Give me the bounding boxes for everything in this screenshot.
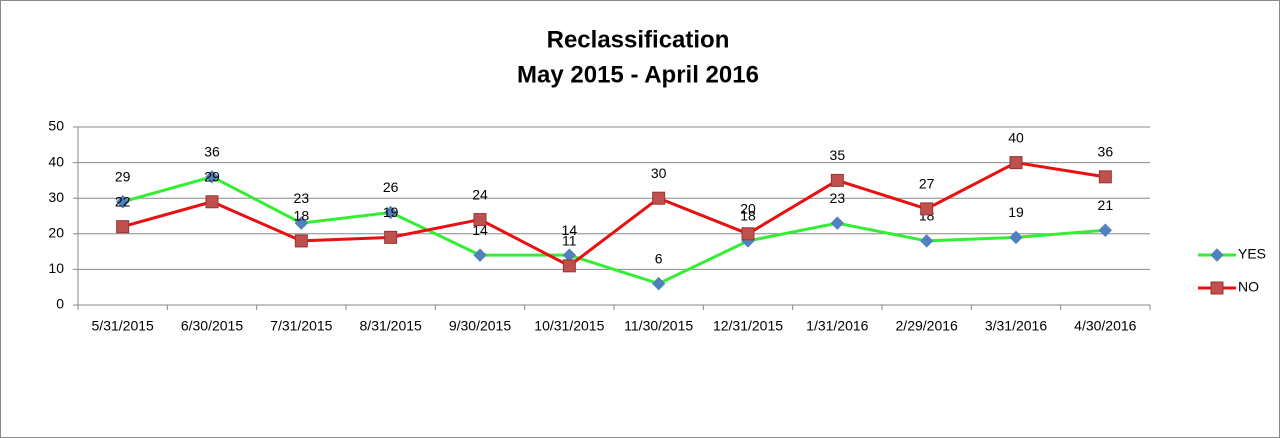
data-point xyxy=(473,248,487,262)
data-label: 23 xyxy=(830,190,846,206)
data-point xyxy=(920,202,934,216)
data-point xyxy=(651,276,666,291)
legend-marker xyxy=(1210,248,1224,262)
data-point xyxy=(205,170,219,184)
data-point xyxy=(1009,230,1023,245)
x-tick-label: 6/30/2015 xyxy=(181,318,243,334)
data-point xyxy=(830,216,845,230)
data-point xyxy=(294,234,308,248)
data-label: 27 xyxy=(919,176,935,192)
data-label: 26 xyxy=(383,179,399,195)
y-tick-label: 10 xyxy=(48,260,64,276)
data-label: 24 xyxy=(472,186,488,202)
x-tick-label: 4/30/2016 xyxy=(1074,318,1136,334)
data-label: 14 xyxy=(562,222,578,238)
data-label: 23 xyxy=(294,190,310,206)
series-line xyxy=(122,161,1106,268)
x-tick-label: 10/31/2015 xyxy=(534,318,604,334)
data-point xyxy=(1009,156,1023,170)
data-point xyxy=(473,213,487,227)
data-point xyxy=(1098,223,1113,237)
x-tick-label: 8/31/2015 xyxy=(360,318,422,334)
x-tick-label: 12/31/2015 xyxy=(713,318,783,334)
y-tick-label: 0 xyxy=(56,296,64,312)
data-label: 29 xyxy=(204,168,220,184)
data-label: 35 xyxy=(830,147,846,163)
data-label: 19 xyxy=(383,204,399,220)
chart-subtitle: May 2015 - April 2016 xyxy=(517,61,759,88)
data-label: 6 xyxy=(655,250,663,266)
data-label: 11 xyxy=(562,233,577,249)
legend-label: NO xyxy=(1238,279,1259,295)
x-tick-label: 2/29/2016 xyxy=(896,318,958,334)
legend-marker xyxy=(1210,281,1224,295)
x-tick-label: 1/31/2016 xyxy=(806,318,868,334)
data-point xyxy=(652,191,666,205)
chart-title: Reclassification xyxy=(547,26,730,53)
x-tick-label: 3/31/2016 xyxy=(985,318,1047,334)
data-point xyxy=(294,216,309,230)
data-point xyxy=(116,220,130,234)
data-point xyxy=(741,227,755,241)
data-point xyxy=(830,173,844,187)
series-line xyxy=(122,175,1106,286)
data-label: 36 xyxy=(204,144,220,160)
y-tick-label: 50 xyxy=(48,118,64,134)
data-label: 22 xyxy=(115,193,131,209)
data-point xyxy=(115,195,130,209)
data-point xyxy=(919,234,934,248)
x-tick-label: 11/30/2015 xyxy=(624,318,693,334)
data-point xyxy=(1098,170,1112,184)
x-tick-label: 7/31/2015 xyxy=(270,318,332,334)
data-label: 29 xyxy=(115,168,131,184)
legend-label: YES xyxy=(1238,246,1266,262)
y-tick-label: 40 xyxy=(48,153,64,169)
data-label: 36 xyxy=(1098,144,1114,160)
data-label: 18 xyxy=(740,208,756,224)
data-label: 20 xyxy=(740,201,756,217)
x-tick-label: 9/30/2015 xyxy=(449,318,511,334)
x-tick-label: 5/31/2015 xyxy=(92,318,154,334)
data-label: 19 xyxy=(1008,204,1024,220)
data-point xyxy=(562,259,576,273)
data-label: 21 xyxy=(1098,197,1114,213)
data-point xyxy=(384,230,398,244)
data-label: 40 xyxy=(1008,129,1024,145)
data-label: 18 xyxy=(294,208,310,224)
y-tick-label: 30 xyxy=(48,189,64,205)
data-point xyxy=(383,205,398,220)
data-point xyxy=(205,195,219,209)
data-label: 30 xyxy=(651,165,667,181)
y-tick-label: 20 xyxy=(48,225,64,241)
